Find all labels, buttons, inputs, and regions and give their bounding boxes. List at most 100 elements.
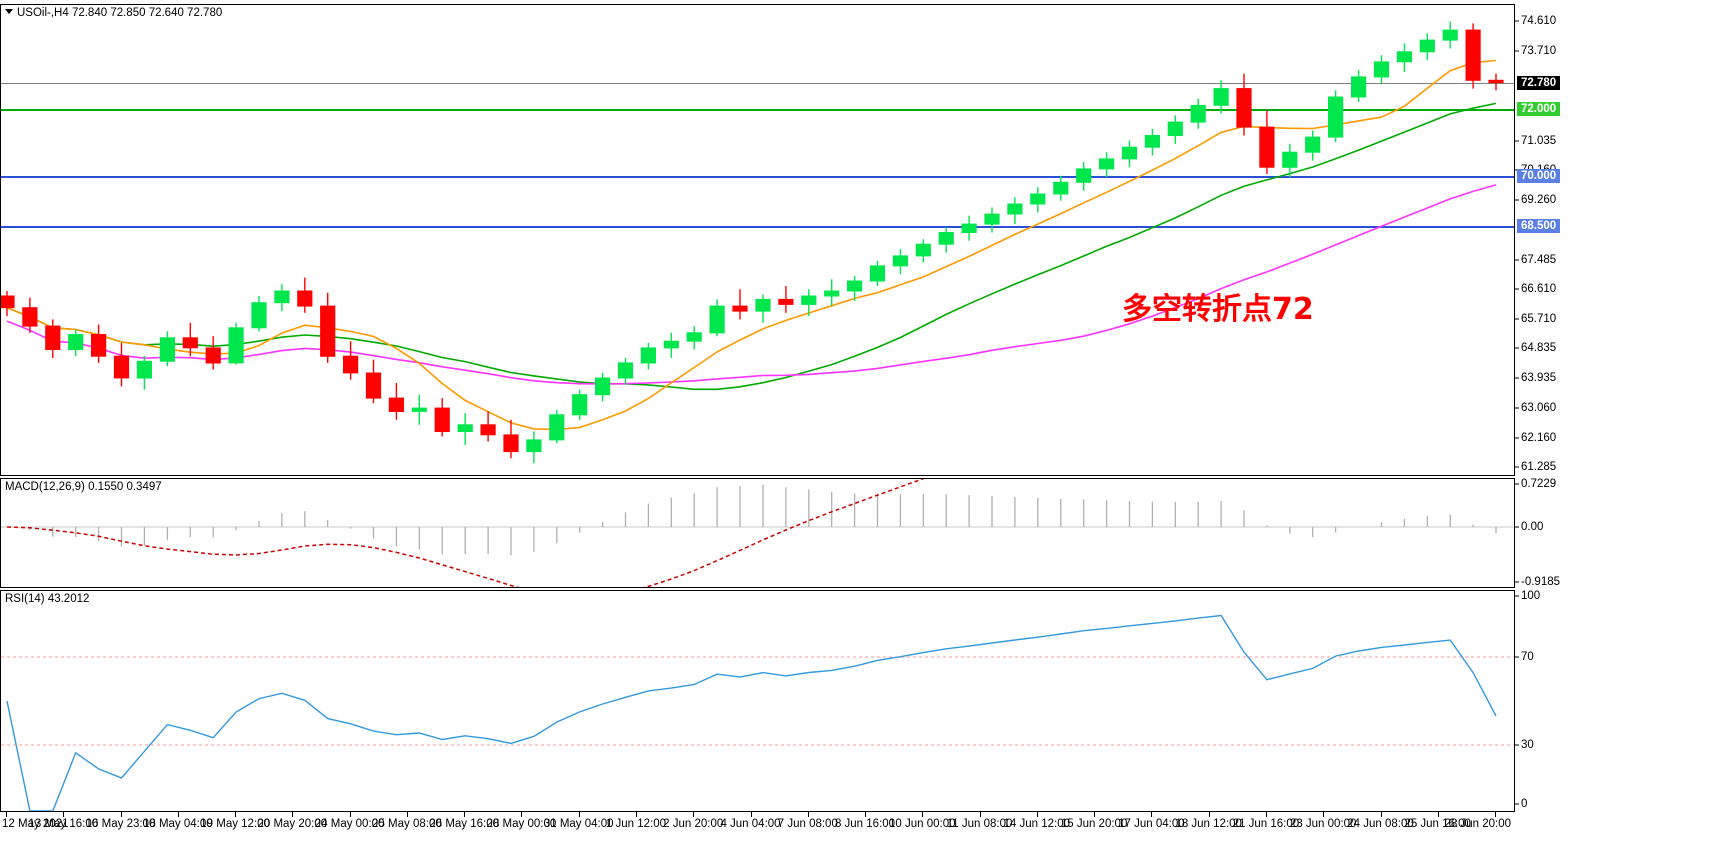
- chart-annotation-text: 多空转折点72: [1122, 292, 1314, 327]
- time-axis-label: 25 May 08:00: [372, 818, 442, 830]
- price-axis-label: 63.935: [1521, 372, 1557, 385]
- time-tick: [1380, 812, 1382, 817]
- time-tick: [636, 812, 637, 817]
- price-tick: [1515, 377, 1519, 379]
- price-axis-label: 74.610: [1521, 15, 1557, 28]
- price-tag-68-500[interactable]: 68.500: [1517, 218, 1561, 233]
- price-tick: [1515, 466, 1519, 468]
- time-axis-label: 7 Jun 08:00: [777, 818, 838, 830]
- time-axis-label: 1 Jun 12:00: [605, 818, 667, 830]
- time-tick: [750, 812, 752, 817]
- macd-tick: [1515, 483, 1519, 485]
- price-chart-panel[interactable]: USOil-,H4 72.840 72.850 72.640 72.780: [0, 4, 1515, 476]
- macd-plot-area[interactable]: [1, 479, 1514, 587]
- time-tick: [1437, 812, 1439, 817]
- collapse-caret-icon[interactable]: [5, 9, 13, 14]
- rsi-axis-label: 0: [1521, 798, 1528, 810]
- price-tick: [1515, 50, 1519, 52]
- price-tick: [1515, 437, 1519, 439]
- time-axis-label: 20 May 20:00: [257, 818, 328, 830]
- price-axis-label: 71.035: [1521, 134, 1557, 147]
- price-tick: [1515, 407, 1519, 409]
- price-axis-label: 67.485: [1521, 253, 1557, 266]
- price-axis-label: 73.710: [1521, 45, 1557, 58]
- time-tick: [1151, 812, 1153, 817]
- macd-axis-label: 0.7229: [1521, 477, 1557, 490]
- price-tag-70-000[interactable]: 70.000: [1517, 168, 1561, 183]
- rsi-axis-label: 100: [1521, 590, 1541, 602]
- time-axis-label: 18 May 04:00: [142, 818, 213, 830]
- price-tag-72-000[interactable]: 72.000: [1517, 101, 1561, 116]
- price-tick: [1515, 318, 1519, 320]
- time-axis-label: 8 Jun 16:00: [834, 818, 896, 830]
- rsi-plot-area[interactable]: [1, 591, 1514, 811]
- rsi-tick: [1515, 656, 1519, 658]
- time-axis-label: 24 May 00:00: [314, 818, 385, 830]
- time-tick: [292, 812, 294, 817]
- time-axis-label: 31 May 04:00: [543, 818, 614, 830]
- symbol-header[interactable]: USOil-,H4 72.840 72.850 72.640 72.780: [5, 7, 222, 20]
- time-tick: [521, 812, 523, 817]
- time-axis-label: 24 Jun 08:00: [1347, 818, 1414, 830]
- time-axis-label: 14 Jun 12:00: [1003, 818, 1071, 830]
- price-axis-label: 61.285: [1521, 461, 1557, 474]
- rsi-tick: [1515, 595, 1519, 597]
- time-tick: [1094, 812, 1096, 817]
- time-axis-label: 18 Jun 12:00: [1175, 818, 1242, 830]
- time-x-axis[interactable]: 12 May 2021 13 May 16:00 16 May 23:00 18 Ma…: [0, 812, 1513, 840]
- macd-y-axis[interactable]: 0.7229 0.00 -0.9185: [1514, 478, 1729, 588]
- price-tick: [1515, 140, 1519, 142]
- macd-panel[interactable]: MACD(12,26,9) 0.1550 0.3497: [0, 478, 1515, 588]
- time-axis-label: 12 May 2021: [2, 818, 69, 830]
- time-axis-label: 15 Jun 20:00: [1060, 818, 1128, 830]
- rsi-y-axis[interactable]: 100 70 30 0: [1514, 590, 1729, 812]
- price-tick: [1515, 199, 1519, 201]
- rsi-panel[interactable]: RSI(14) 43.2012: [0, 590, 1515, 812]
- macd-tick: [1515, 526, 1519, 528]
- time-axis-label: 2 Jun 20:00: [663, 818, 724, 830]
- time-axis-label: 19 May 12:00: [200, 818, 270, 830]
- time-axis-label: 16 May 23:00: [85, 818, 156, 830]
- time-axis-label: 21 Jun 16:00: [1232, 818, 1300, 830]
- time-tick: [1036, 812, 1038, 817]
- price-axis-label: 63.060: [1521, 401, 1557, 414]
- time-tick: [979, 812, 981, 817]
- time-tick: [1208, 812, 1210, 817]
- macd-axis-label: -0.9185: [1521, 576, 1561, 589]
- time-tick: [235, 812, 237, 817]
- time-axis-label: 17 Jun 04:00: [1118, 818, 1185, 830]
- time-tick: [1265, 812, 1267, 817]
- time-axis-label: 28 May 00:00: [486, 818, 557, 830]
- macd-header: MACD(12,26,9) 0.1550 0.3497: [5, 481, 162, 493]
- time-tick: [865, 812, 866, 817]
- symbol-header-text: USOil-,H4 72.840 72.850 72.640 72.780: [17, 7, 223, 19]
- price-plot-area[interactable]: [1, 5, 1514, 475]
- price-tick: [1515, 288, 1519, 290]
- time-axis-label: 11 Jun 08:00: [946, 818, 1013, 830]
- time-axis-label: 4 Jun 04:00: [720, 818, 781, 830]
- time-tick: [1495, 812, 1496, 817]
- rsi-header: RSI(14) 43.2012: [5, 593, 90, 605]
- price-axis-label: 66.610: [1521, 283, 1557, 295]
- time-tick: [1323, 812, 1325, 817]
- price-axis-label: 65.710: [1521, 313, 1557, 326]
- time-tick: [578, 812, 580, 817]
- time-axis-label: 13 May 16:00: [28, 818, 99, 830]
- price-axis-label: 64.835: [1521, 342, 1557, 355]
- price-level-line-68-500: [1, 225, 1514, 228]
- price-level-line-70-000: [1, 175, 1514, 178]
- price-tag-72-780[interactable]: 72.780: [1517, 75, 1561, 90]
- price-axis-label: 62.160: [1521, 431, 1557, 444]
- time-axis-label: 10 Jun 00:00: [889, 818, 956, 830]
- time-tick: [349, 812, 351, 817]
- price-y-axis[interactable]: 74.61073.71072.78072.00071.03570.16070.0…: [1514, 4, 1729, 476]
- price-tick: [1515, 259, 1519, 261]
- time-tick: [807, 812, 809, 817]
- rsi-tick: [1515, 803, 1519, 805]
- time-tick: [63, 812, 65, 817]
- time-tick: [693, 812, 695, 817]
- macd-axis-label: 0.00: [1521, 521, 1544, 533]
- time-axis-label: 25 Jun 16:00: [1404, 818, 1471, 830]
- time-tick: [922, 812, 924, 817]
